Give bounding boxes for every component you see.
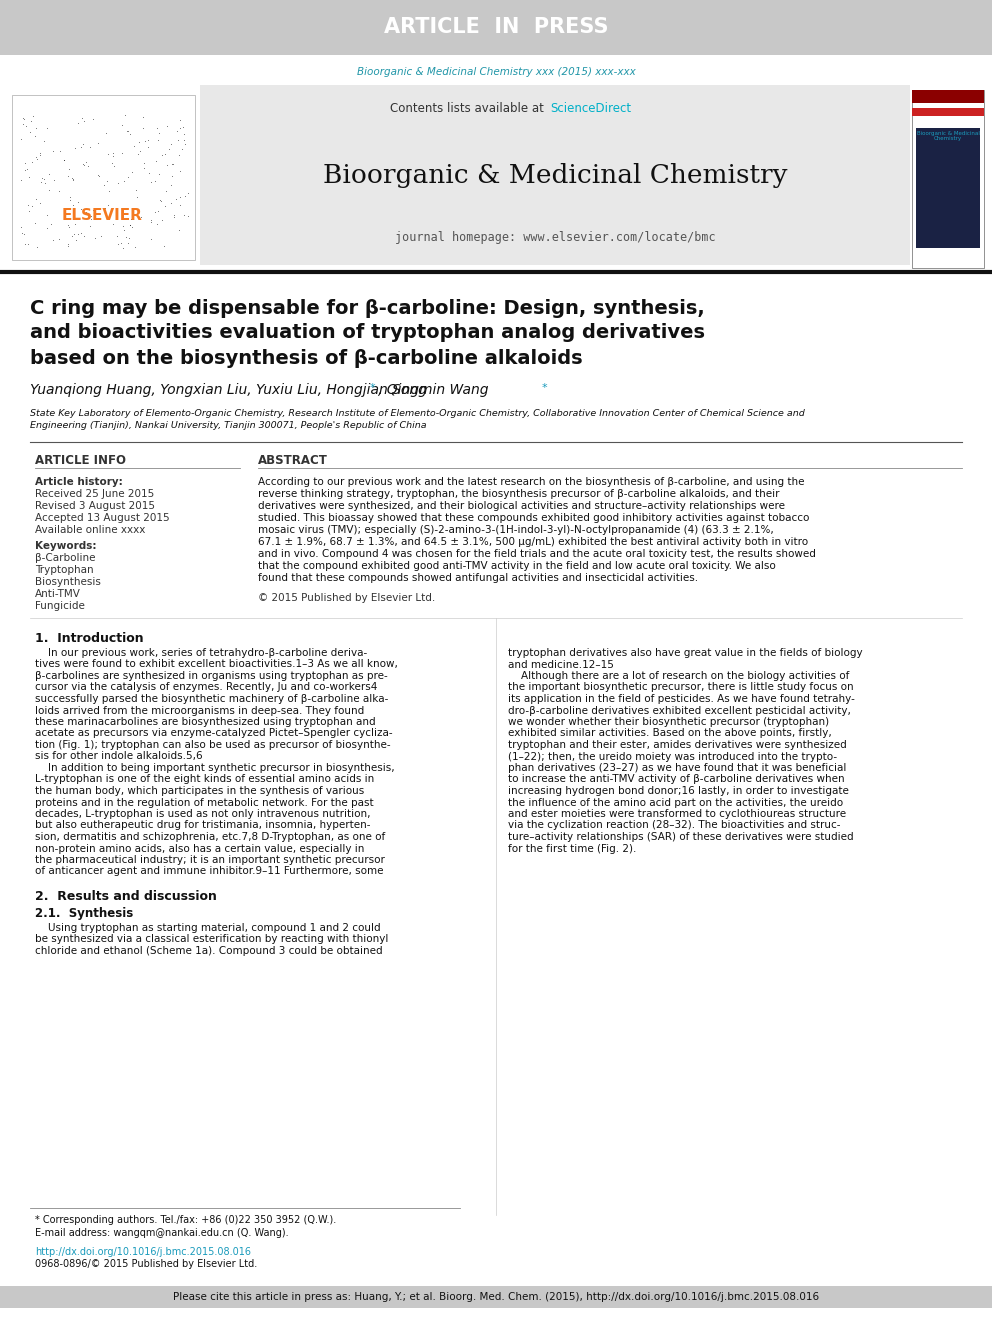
Text: chloride and ethanol (Scheme 1a). Compound 3 could be obtained: chloride and ethanol (Scheme 1a). Compou… xyxy=(35,946,383,957)
Text: the influence of the amino acid part on the activities, the ureido: the influence of the amino acid part on … xyxy=(508,798,843,807)
Text: non-protein amino acids, also has a certain value, especially in: non-protein amino acids, also has a cert… xyxy=(35,844,364,853)
Text: journal homepage: www.elsevier.com/locate/bmc: journal homepage: www.elsevier.com/locat… xyxy=(395,232,715,245)
Bar xyxy=(912,108,984,116)
Text: Although there are a lot of research on the biology activities of: Although there are a lot of research on … xyxy=(508,671,849,681)
Text: According to our previous work and the latest research on the biosynthesis of β-: According to our previous work and the l… xyxy=(258,478,805,487)
Text: but also eutherapeutic drug for tristimania, insomnia, hyperten-: but also eutherapeutic drug for tristima… xyxy=(35,820,370,831)
Text: (1–22); then, the ureido moiety was introduced into the trypto-: (1–22); then, the ureido moiety was intr… xyxy=(508,751,837,762)
Text: Yuanqiong Huang, Yongxian Liu, Yuxiu Liu, Hongjian Song: Yuanqiong Huang, Yongxian Liu, Yuxiu Liu… xyxy=(30,382,427,397)
Text: these marinacarbolines are biosynthesized using tryptophan and: these marinacarbolines are biosynthesize… xyxy=(35,717,376,728)
Text: tives were found to exhibit excellent bioactivities.1–3 As we all know,: tives were found to exhibit excellent bi… xyxy=(35,659,398,669)
Text: ARTICLE INFO: ARTICLE INFO xyxy=(35,454,126,467)
Text: © 2015 Published by Elsevier Ltd.: © 2015 Published by Elsevier Ltd. xyxy=(258,593,435,603)
Text: that the compound exhibited good anti-TMV activity in the field and low acute or: that the compound exhibited good anti-TM… xyxy=(258,561,776,572)
Text: Biosynthesis: Biosynthesis xyxy=(35,577,101,587)
Text: reverse thinking strategy, tryptophan, the biosynthesis precursor of β-carboline: reverse thinking strategy, tryptophan, t… xyxy=(258,490,780,499)
Text: 0968-0896/© 2015 Published by Elsevier Ltd.: 0968-0896/© 2015 Published by Elsevier L… xyxy=(35,1259,257,1269)
Text: and bioactivities evaluation of tryptophan analog derivatives: and bioactivities evaluation of tryptoph… xyxy=(30,324,705,343)
Text: the important biosynthetic precursor, there is little study focus on: the important biosynthetic precursor, th… xyxy=(508,683,854,692)
Text: increasing hydrogen bond donor;16 lastly, in order to investigate: increasing hydrogen bond donor;16 lastly… xyxy=(508,786,849,796)
Text: Revised 3 August 2015: Revised 3 August 2015 xyxy=(35,501,155,511)
Text: Bioorganic & Medicinal Chemistry xxx (2015) xxx-xxx: Bioorganic & Medicinal Chemistry xxx (20… xyxy=(357,67,635,77)
Text: ELSEVIER: ELSEVIER xyxy=(62,208,143,222)
Text: Engineering (Tianjin), Nankai University, Tianjin 300071, People's Republic of C: Engineering (Tianjin), Nankai University… xyxy=(30,422,427,430)
Text: the pharmaceutical industry; it is an important synthetic precursor: the pharmaceutical industry; it is an im… xyxy=(35,855,385,865)
Text: 2.  Results and discussion: 2. Results and discussion xyxy=(35,890,217,904)
Text: Using tryptophan as starting material, compound 1 and 2 could: Using tryptophan as starting material, c… xyxy=(35,923,381,933)
Text: dro-β-carboline derivatives exhibited excellent pesticidal activity,: dro-β-carboline derivatives exhibited ex… xyxy=(508,705,851,716)
Text: found that these compounds showed antifungal activities and insecticidal activit: found that these compounds showed antifu… xyxy=(258,573,698,583)
Text: Anti-TMV: Anti-TMV xyxy=(35,589,81,599)
Text: proteins and in the regulation of metabolic network. For the past: proteins and in the regulation of metabo… xyxy=(35,798,374,807)
Bar xyxy=(916,128,980,247)
Text: be synthesized via a classical esterification by reacting with thionyl: be synthesized via a classical esterific… xyxy=(35,934,389,945)
Text: , Qingmin Wang: , Qingmin Wang xyxy=(378,382,488,397)
Text: Tryptophan: Tryptophan xyxy=(35,565,93,576)
Text: ARTICLE  IN  PRESS: ARTICLE IN PRESS xyxy=(384,17,608,37)
Bar xyxy=(912,90,984,103)
Text: L-tryptophan is one of the eight kinds of essential amino acids in: L-tryptophan is one of the eight kinds o… xyxy=(35,774,374,785)
Text: tryptophan derivatives also have great value in the fields of biology: tryptophan derivatives also have great v… xyxy=(508,648,863,658)
Text: to increase the anti-TMV activity of β-carboline derivatives when: to increase the anti-TMV activity of β-c… xyxy=(508,774,844,785)
Text: and in vivo. Compound 4 was chosen for the field trials and the acute oral toxic: and in vivo. Compound 4 was chosen for t… xyxy=(258,549,815,560)
Text: Bioorganic & Medicinal
Chemistry: Bioorganic & Medicinal Chemistry xyxy=(917,131,979,142)
Text: and medicine.12–15: and medicine.12–15 xyxy=(508,659,614,669)
Text: 67.1 ± 1.9%, 68.7 ± 1.3%, and 64.5 ± 3.1%, 500 μg/mL) exhibited the best antivir: 67.1 ± 1.9%, 68.7 ± 1.3%, and 64.5 ± 3.1… xyxy=(258,537,808,546)
Text: C ring may be dispensable for β-carboline: Design, synthesis,: C ring may be dispensable for β-carbolin… xyxy=(30,299,704,318)
Bar xyxy=(0,0,992,56)
Text: Fungicide: Fungicide xyxy=(35,601,85,611)
Text: cursor via the catalysis of enzymes. Recently, Ju and co-workers4: cursor via the catalysis of enzymes. Rec… xyxy=(35,683,377,692)
Text: *: * xyxy=(542,382,548,393)
Text: * Corresponding authors. Tel./fax: +86 (0)22 350 3952 (Q.W.).: * Corresponding authors. Tel./fax: +86 (… xyxy=(35,1215,336,1225)
Text: http://dx.doi.org/10.1016/j.bmc.2015.08.016: http://dx.doi.org/10.1016/j.bmc.2015.08.… xyxy=(35,1248,251,1257)
Bar xyxy=(0,1286,992,1308)
Text: *: * xyxy=(370,382,376,393)
Text: of anticancer agent and immune inhibitor.9–11 Furthermore, some: of anticancer agent and immune inhibitor… xyxy=(35,867,384,877)
Text: and ester moieties were transformed to cyclothioureas structure: and ester moieties were transformed to c… xyxy=(508,808,846,819)
Text: In our previous work, series of tetrahydro-β-carboline deriva-: In our previous work, series of tetrahyd… xyxy=(35,648,367,658)
Text: decades, L-tryptophan is used as not only intravenous nutrition,: decades, L-tryptophan is used as not onl… xyxy=(35,808,370,819)
Text: E-mail address: wangqm@nankai.edu.cn (Q. Wang).: E-mail address: wangqm@nankai.edu.cn (Q.… xyxy=(35,1228,289,1238)
Text: via the cyclization reaction (28–32). The bioactivities and struc-: via the cyclization reaction (28–32). Th… xyxy=(508,820,840,831)
Text: derivatives were synthesized, and their biological activities and structure–acti: derivatives were synthesized, and their … xyxy=(258,501,785,511)
Text: we wonder whether their biosynthetic precursor (tryptophan): we wonder whether their biosynthetic pre… xyxy=(508,717,829,728)
Text: Bioorganic & Medicinal Chemistry: Bioorganic & Medicinal Chemistry xyxy=(322,163,788,188)
Text: successfully parsed the biosynthetic machinery of β-carboline alka-: successfully parsed the biosynthetic mac… xyxy=(35,695,389,704)
Text: Article history:: Article history: xyxy=(35,478,123,487)
Text: Contents lists available at: Contents lists available at xyxy=(391,102,548,115)
Text: 1.  Introduction: 1. Introduction xyxy=(35,631,144,644)
Text: sis for other indole alkaloids.5,6: sis for other indole alkaloids.5,6 xyxy=(35,751,202,762)
Text: β-Carboline: β-Carboline xyxy=(35,553,95,564)
Text: State Key Laboratory of Elemento-Organic Chemistry, Research Institute of Elemen: State Key Laboratory of Elemento-Organic… xyxy=(30,409,805,418)
Text: sion, dermatitis and schizophrenia, etc.7,8 D-Tryptophan, as one of: sion, dermatitis and schizophrenia, etc.… xyxy=(35,832,385,841)
Text: for the first time (Fig. 2).: for the first time (Fig. 2). xyxy=(508,844,637,853)
Text: mosaic virus (TMV); especially (S)-2-amino-3-(1H-indol-3-yl)-N-octylpropanamide : mosaic virus (TMV); especially (S)-2-ami… xyxy=(258,525,774,534)
Text: its application in the field of pesticides. As we have found tetrahy-: its application in the field of pesticid… xyxy=(508,695,855,704)
Text: In addition to being important synthetic precursor in biosynthesis,: In addition to being important synthetic… xyxy=(35,763,395,773)
Text: phan derivatives (23–27) as we have found that it was beneficial: phan derivatives (23–27) as we have foun… xyxy=(508,763,846,773)
Text: Accepted 13 August 2015: Accepted 13 August 2015 xyxy=(35,513,170,523)
Text: loids arrived from the microorganisms in deep-sea. They found: loids arrived from the microorganisms in… xyxy=(35,705,364,716)
Bar xyxy=(200,85,910,265)
Bar xyxy=(912,90,984,269)
Text: Keywords:: Keywords: xyxy=(35,541,96,550)
Text: tryptophan and their ester, amides derivatives were synthesized: tryptophan and their ester, amides deriv… xyxy=(508,740,847,750)
Text: tion (Fig. 1); tryptophan can also be used as precursor of biosynthe-: tion (Fig. 1); tryptophan can also be us… xyxy=(35,740,391,750)
Text: based on the biosynthesis of β-carboline alkaloids: based on the biosynthesis of β-carboline… xyxy=(30,348,582,368)
Text: acetate as precursors via enzyme-catalyzed Pictet–Spengler cycliza-: acetate as precursors via enzyme-catalyz… xyxy=(35,729,393,738)
Text: β-carbolines are synthesized in organisms using tryptophan as pre-: β-carbolines are synthesized in organism… xyxy=(35,671,388,681)
Text: the human body, which participates in the synthesis of various: the human body, which participates in th… xyxy=(35,786,364,796)
Text: studied. This bioassay showed that these compounds exhibited good inhibitory act: studied. This bioassay showed that these… xyxy=(258,513,809,523)
Text: Available online xxxx: Available online xxxx xyxy=(35,525,146,534)
Text: exhibited similar activities. Based on the above points, firstly,: exhibited similar activities. Based on t… xyxy=(508,729,831,738)
Bar xyxy=(12,95,195,261)
Text: ScienceDirect: ScienceDirect xyxy=(550,102,631,115)
Text: Please cite this article in press as: Huang, Y.; et al. Bioorg. Med. Chem. (2015: Please cite this article in press as: Hu… xyxy=(173,1293,819,1302)
Text: Received 25 June 2015: Received 25 June 2015 xyxy=(35,490,154,499)
Text: ture–activity relationships (SAR) of these derivatives were studied: ture–activity relationships (SAR) of the… xyxy=(508,832,854,841)
Text: 2.1.  Synthesis: 2.1. Synthesis xyxy=(35,906,133,919)
Text: ABSTRACT: ABSTRACT xyxy=(258,454,328,467)
